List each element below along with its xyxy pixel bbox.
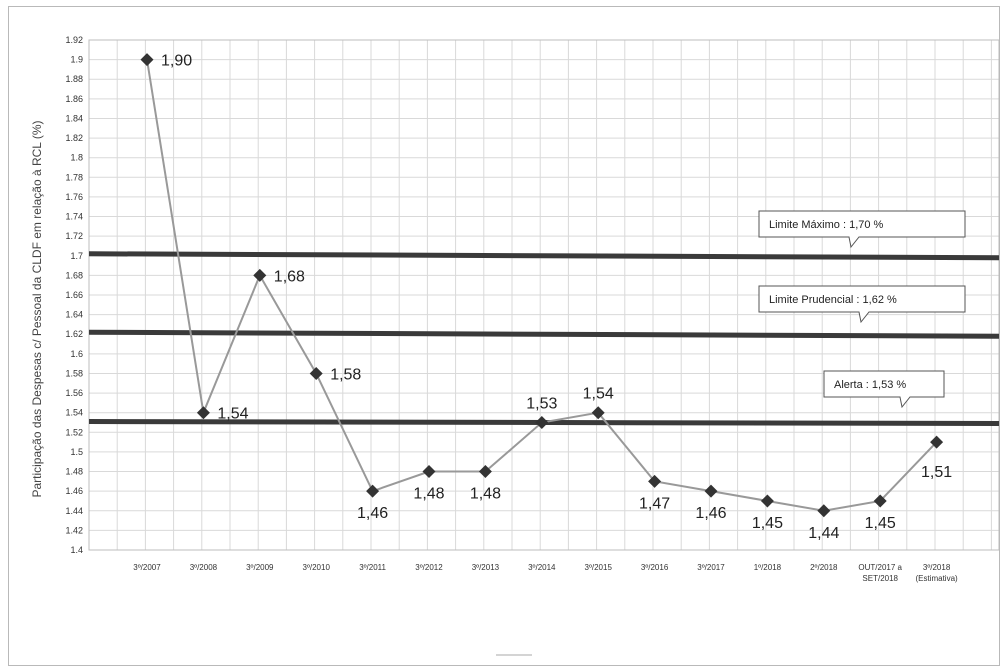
data-label: 1,48 — [413, 486, 444, 503]
y-tick-label: 1.46 — [65, 486, 83, 496]
data-label: 1,48 — [470, 486, 501, 503]
x-tick-label: 3º/2014 — [528, 563, 556, 572]
data-label: 1,51 — [921, 464, 952, 481]
x-axis: 3º/2007 3º/2008 3º/2009 3º/2010 3º/2011 3º/20… — [133, 563, 958, 583]
y-tick-label: 1.92 — [65, 35, 83, 45]
data-label: 1,44 — [808, 525, 839, 542]
x-tick-label: 2º/2018 — [810, 563, 838, 572]
line-chart: 1.4 1.42 1.44 1.46 1.48 1.5 1.52 1.54 1.56 1.58 1.… — [30, 35, 999, 656]
data-point-marker — [140, 53, 154, 67]
data-label: 1,54 — [583, 386, 614, 403]
y-tick-label: 1.76 — [65, 192, 83, 202]
y-tick-label: 1.62 — [65, 329, 83, 339]
y-axis: 1.4 1.42 1.44 1.46 1.48 1.5 1.52 1.54 1.56 1.58 1.… — [65, 35, 83, 555]
y-tick-label: 1.86 — [65, 94, 83, 104]
threshold-callout-box — [758, 210, 966, 249]
y-tick-label: 1.88 — [65, 74, 83, 84]
data-label: 1,45 — [865, 515, 896, 532]
threshold-callouts: Limite Máximo : 1,70 % Limite Prudencial … — [758, 210, 966, 409]
data-label: 1,54 — [217, 406, 248, 423]
y-tick-label: 1.66 — [65, 290, 83, 300]
data-point-marker — [535, 416, 549, 429]
y-tick-label: 1.48 — [65, 467, 83, 477]
data-point-marker — [873, 494, 887, 508]
y-tick-label: 1.8 — [70, 153, 83, 163]
x-tick-label: 3º/2017 — [697, 563, 725, 572]
data-point-marker — [309, 366, 323, 380]
data-label: 1,53 — [526, 396, 557, 413]
y-tick-label: 1.6 — [70, 349, 83, 359]
threshold-label: Limite Prudencial : 1,62 % — [769, 294, 897, 306]
x-tick-label: 3º/2013 — [472, 563, 500, 572]
threshold-label: Limite Máximo : 1,70 % — [769, 219, 884, 231]
x-tick-label: 3º/2010 — [303, 563, 331, 572]
x-tick-label: 3º/2012 — [415, 563, 443, 572]
chart-frame: 1.4 1.42 1.44 1.46 1.48 1.5 1.52 1.54 1.56 1.58 1.… — [8, 6, 1000, 666]
x-tick-label: 3º/2008 — [190, 563, 218, 572]
y-tick-label: 1.56 — [65, 388, 83, 398]
data-label: 1,68 — [274, 268, 305, 285]
x-tick-label: 3º/2018 (Estimativa) — [915, 563, 958, 583]
x-tick-label: 3º/2009 — [246, 563, 274, 572]
y-tick-label: 1.44 — [65, 506, 83, 516]
threshold-line — [88, 251, 999, 261]
threshold-label: Alerta : 1,53 % — [834, 379, 906, 391]
y-tick-label: 1.5 — [70, 447, 83, 457]
data-point-marker — [930, 435, 944, 449]
data-point-marker — [704, 484, 718, 498]
x-tick-label: 3º/2007 — [133, 563, 161, 572]
data-point-marker — [760, 494, 774, 508]
y-axis-label: Participação das Despesas c/ Pessoal da … — [30, 120, 44, 497]
data-point-marker — [648, 474, 662, 488]
data-point-marker — [366, 484, 380, 498]
data-point-marker — [253, 268, 267, 282]
y-tick-label: 1.54 — [65, 408, 83, 418]
data-label: 1,90 — [161, 53, 192, 70]
y-tick-label: 1.82 — [65, 133, 83, 143]
threshold-line — [88, 329, 999, 339]
y-tick-label: 1.74 — [65, 212, 83, 222]
data-label: 1,47 — [639, 495, 670, 512]
y-tick-label: 1.7 — [70, 251, 83, 261]
series-line-path — [146, 59, 938, 512]
threshold-callout-box — [758, 285, 966, 324]
data-point-marker — [422, 465, 436, 479]
y-tick-label: 1.42 — [65, 525, 83, 535]
series-line — [140, 53, 944, 518]
y-tick-label: 1.78 — [65, 172, 83, 182]
data-point-marker — [196, 406, 210, 420]
data-label: 1,46 — [695, 505, 726, 522]
y-tick-label: 1.68 — [65, 270, 83, 280]
data-point-marker — [817, 504, 831, 518]
data-label: 1,58 — [330, 366, 361, 383]
data-point-marker — [591, 406, 605, 420]
data-point-marker — [478, 465, 492, 479]
data-label: 1,46 — [357, 505, 388, 522]
data-label: 1,45 — [752, 515, 783, 532]
y-tick-label: 1.64 — [65, 310, 83, 320]
x-tick-label: OUT/2017 a SET/2018 — [858, 563, 902, 583]
x-tick-label: 3º/2015 — [585, 563, 613, 572]
y-tick-label: 1.84 — [65, 113, 83, 123]
y-tick-label: 1.58 — [65, 368, 83, 378]
data-labels: 1,90 1,54 1,68 1,58 1,46 1,48 1,48 1,53 1,54 1,47… — [161, 53, 952, 542]
x-tick-label: 3º/2016 — [641, 563, 669, 572]
y-tick-label: 1.9 — [70, 55, 83, 65]
y-tick-label: 1.4 — [70, 545, 83, 555]
y-tick-label: 1.52 — [65, 427, 83, 437]
y-tick-label: 1.72 — [65, 231, 83, 241]
x-tick-label: 1º/2018 — [754, 563, 782, 572]
plot-area — [88, 39, 999, 551]
x-tick-label: 3º/2011 — [359, 563, 386, 572]
threshold-callout-box — [823, 370, 945, 409]
